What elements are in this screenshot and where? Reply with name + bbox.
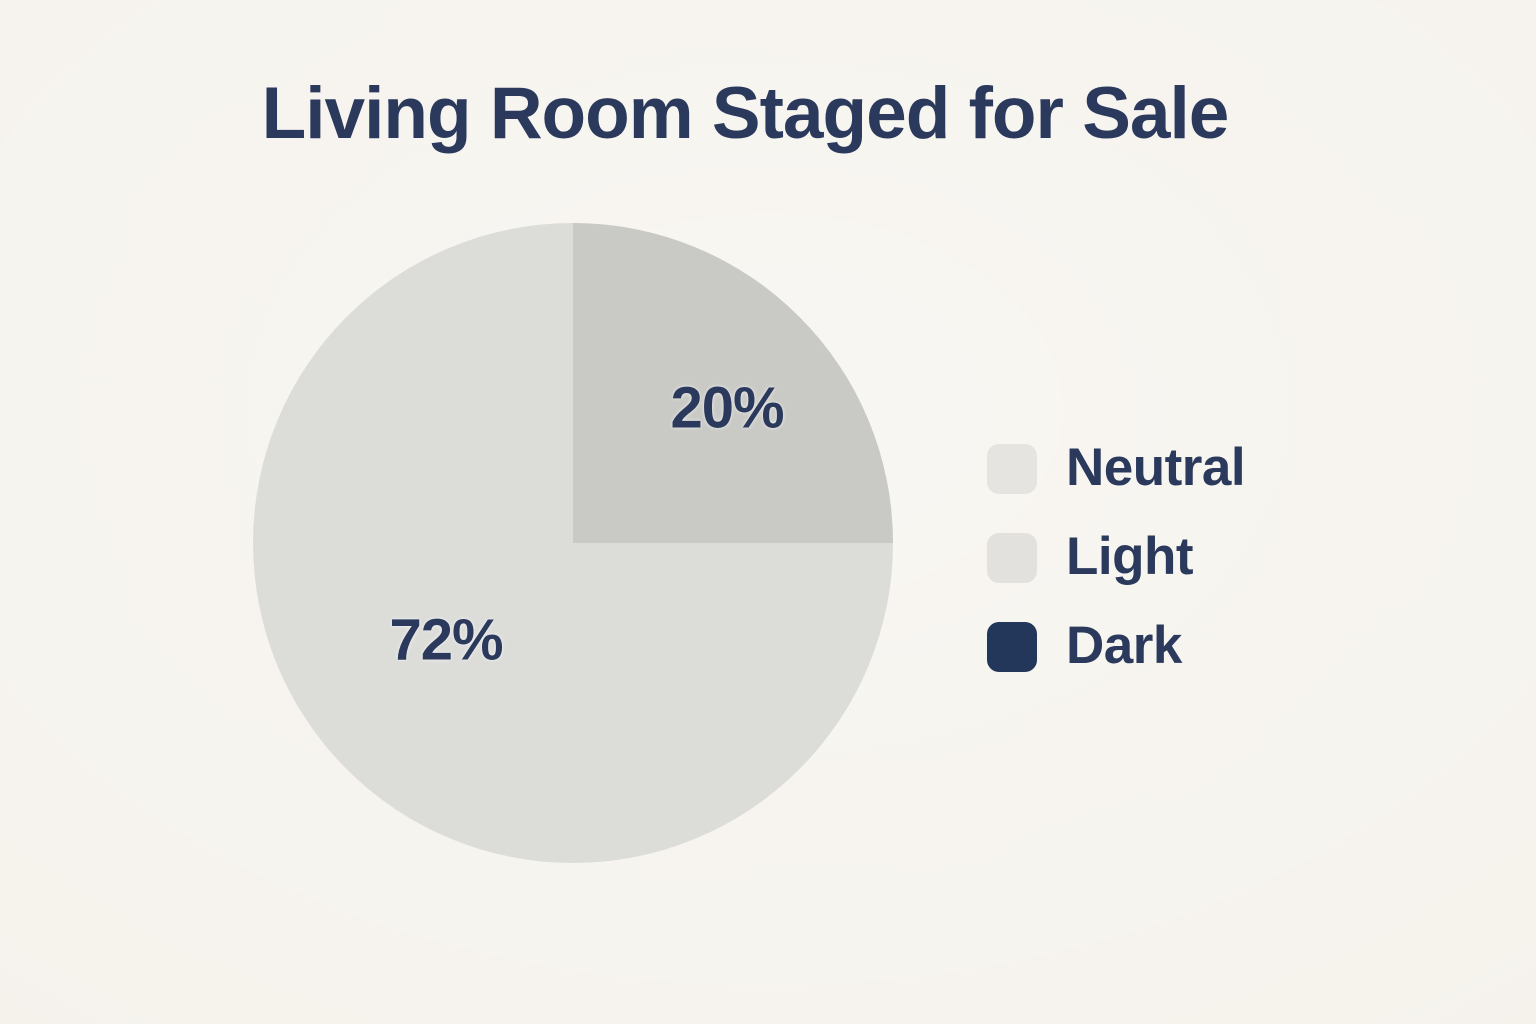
legend-row-light: Light bbox=[987, 526, 1245, 586]
pie-circle bbox=[253, 223, 893, 863]
slice-value-label-20: 20% bbox=[670, 375, 784, 441]
legend-row-dark: Dark bbox=[987, 615, 1245, 675]
legend-row-neutral: Neutral bbox=[987, 437, 1246, 497]
dark-swatch-icon bbox=[987, 622, 1037, 672]
chart-title: Living Room Staged for Sale bbox=[261, 73, 1230, 154]
pie-chart: 20% 72% bbox=[253, 223, 893, 863]
legend-label-light: Light bbox=[1066, 526, 1194, 586]
legend-label-dark: Dark bbox=[1066, 615, 1182, 675]
light-swatch-icon bbox=[987, 533, 1037, 583]
legend: Neutral Light Dark bbox=[987, 437, 1246, 675]
neutral-swatch-icon bbox=[987, 444, 1037, 494]
legend-label-neutral: Neutral bbox=[1066, 437, 1246, 497]
slice-value-label-72: 72% bbox=[389, 607, 503, 673]
